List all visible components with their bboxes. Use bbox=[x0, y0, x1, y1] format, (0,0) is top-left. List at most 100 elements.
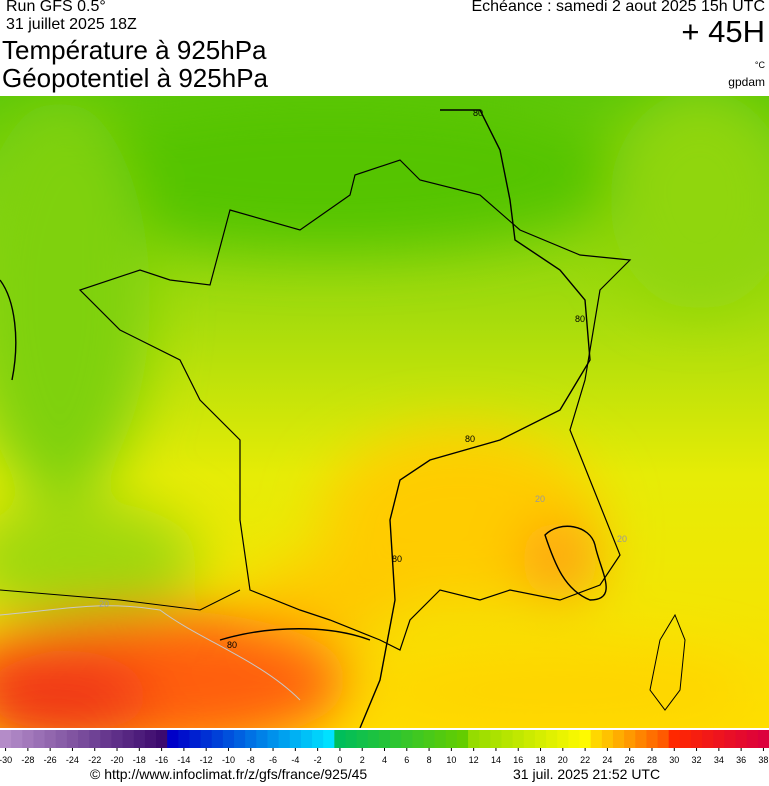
colorbar-label: 14 bbox=[491, 755, 501, 765]
color-swatch bbox=[133, 730, 146, 748]
color-swatch bbox=[211, 730, 224, 748]
color-swatch bbox=[679, 730, 692, 748]
color-swatch bbox=[367, 730, 380, 748]
contour-label: 80 bbox=[465, 434, 475, 444]
color-swatch bbox=[445, 730, 458, 748]
colorbar-label: -4 bbox=[291, 755, 299, 765]
colorbar-label: 22 bbox=[580, 755, 590, 765]
colorbar-label: 12 bbox=[469, 755, 479, 765]
colorbar-label: -10 bbox=[222, 755, 235, 765]
color-swatch bbox=[300, 730, 313, 748]
color-swatch bbox=[122, 730, 135, 748]
color-swatch bbox=[668, 730, 681, 748]
color-swatch bbox=[690, 730, 703, 748]
color-swatch bbox=[323, 730, 335, 748]
color-swatch bbox=[0, 730, 12, 748]
colorbar-label: 38 bbox=[758, 755, 768, 765]
colorbar-label: 26 bbox=[625, 755, 635, 765]
color-swatch bbox=[356, 730, 369, 748]
color-swatch bbox=[156, 730, 168, 748]
color-swatch bbox=[234, 730, 246, 748]
echeance: Echéance : samedi 2 aout 2025 15h UTC bbox=[471, 0, 765, 15]
color-swatch bbox=[378, 730, 391, 748]
color-swatch bbox=[501, 730, 514, 748]
color-swatch bbox=[345, 730, 358, 748]
source-url: © http://www.infoclimat.fr/z/gfs/france/… bbox=[90, 766, 368, 782]
color-swatch bbox=[412, 730, 425, 748]
colorbar-label: 24 bbox=[602, 755, 612, 765]
color-swatch bbox=[167, 730, 179, 748]
colorbar-label: -14 bbox=[177, 755, 190, 765]
colorbar-label: -20 bbox=[111, 755, 124, 765]
color-swatch bbox=[534, 730, 547, 748]
color-swatch bbox=[468, 730, 480, 748]
colorbar-label: 18 bbox=[536, 755, 546, 765]
color-swatch bbox=[624, 730, 636, 748]
color-swatch bbox=[312, 730, 324, 748]
color-swatch bbox=[222, 730, 235, 748]
colorbar-label: 0 bbox=[337, 755, 342, 765]
color-swatch bbox=[111, 730, 124, 748]
color-swatch bbox=[568, 730, 581, 748]
colorbar-label: -16 bbox=[155, 755, 168, 765]
colorbar-label: 8 bbox=[427, 755, 432, 765]
run-date: 31 juillet 2025 18Z bbox=[6, 16, 137, 33]
colorbar-label: -26 bbox=[44, 755, 57, 765]
contour-label: 80 bbox=[575, 314, 585, 324]
color-swatch bbox=[423, 730, 436, 748]
contour-label: 20 bbox=[99, 599, 109, 609]
color-swatch bbox=[456, 730, 469, 748]
color-swatch bbox=[401, 730, 413, 748]
colorbar-label: 30 bbox=[669, 755, 679, 765]
color-swatch bbox=[33, 730, 46, 748]
colorbar-label: -22 bbox=[88, 755, 101, 765]
temperature-field bbox=[0, 96, 769, 728]
color-swatch bbox=[523, 730, 536, 748]
color-swatch bbox=[289, 730, 302, 748]
lead-time: + 45H bbox=[681, 14, 765, 49]
contour-label: 20 bbox=[535, 494, 545, 504]
colorbar-label: 6 bbox=[404, 755, 409, 765]
color-swatch bbox=[178, 730, 190, 748]
color-swatch bbox=[746, 730, 759, 748]
colorbar-label: 28 bbox=[647, 755, 657, 765]
colorbar-label: -24 bbox=[66, 755, 79, 765]
color-swatch bbox=[89, 730, 101, 748]
colorbar-label: -18 bbox=[133, 755, 146, 765]
color-swatch bbox=[22, 730, 34, 748]
color-swatch bbox=[100, 730, 112, 748]
title: Géopotentiel à 925hPa bbox=[2, 63, 268, 93]
colorbar-label: 36 bbox=[736, 755, 746, 765]
colorbar-label: 34 bbox=[714, 755, 724, 765]
contour-label: 80 bbox=[392, 554, 402, 564]
color-swatch bbox=[278, 730, 291, 748]
color-swatch bbox=[635, 730, 647, 748]
timestamp: 31 juil. 2025 21:52 UTC bbox=[513, 766, 661, 782]
colorbar-label: -6 bbox=[269, 755, 277, 765]
color-swatch bbox=[55, 730, 68, 748]
color-swatch bbox=[200, 730, 213, 748]
color-swatch bbox=[267, 730, 280, 748]
color-swatch bbox=[144, 730, 157, 748]
color-swatch bbox=[557, 730, 569, 748]
unit: gpdam bbox=[728, 75, 765, 89]
color-swatch bbox=[757, 730, 769, 748]
colorbar-label: 20 bbox=[558, 755, 568, 765]
run: Run GFS 0.5° bbox=[6, 0, 106, 15]
color-swatch bbox=[11, 730, 23, 748]
unit: °C bbox=[754, 60, 765, 70]
color-swatch bbox=[646, 730, 659, 748]
color-swatch bbox=[579, 730, 592, 748]
color-swatch bbox=[245, 730, 257, 748]
colorbar-label: -30 bbox=[0, 755, 12, 765]
color-swatch bbox=[657, 730, 670, 748]
colorbar-label: 32 bbox=[692, 755, 702, 765]
colorbar-label: -28 bbox=[21, 755, 34, 765]
colorbar-label: -2 bbox=[314, 755, 322, 765]
colorbar-label: 2 bbox=[360, 755, 365, 765]
color-swatch bbox=[189, 730, 202, 748]
color-swatch bbox=[612, 730, 625, 748]
colorbar-label: 10 bbox=[446, 755, 456, 765]
